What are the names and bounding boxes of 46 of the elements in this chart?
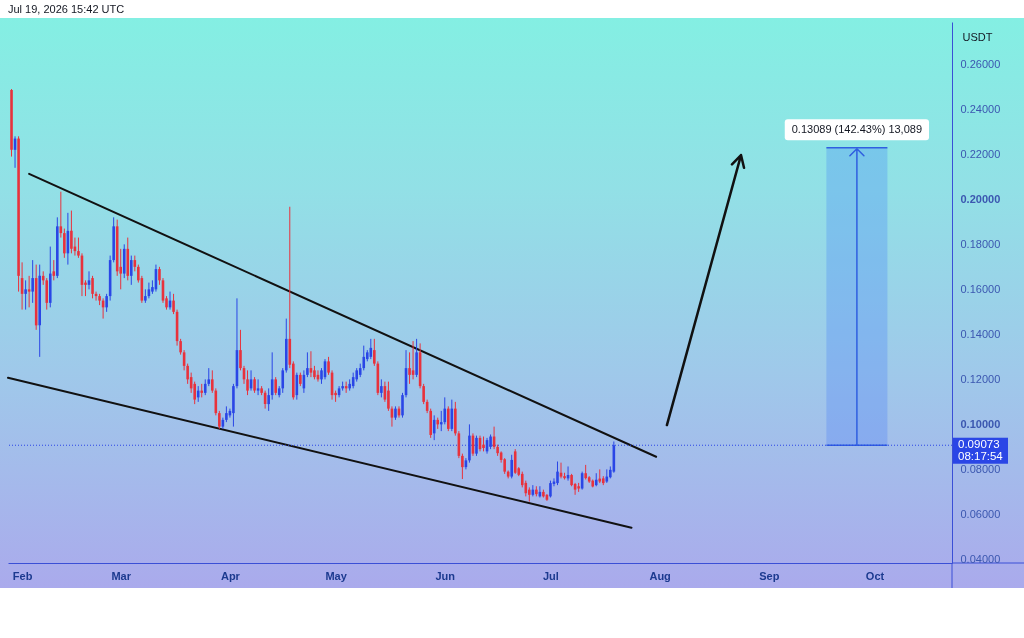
y-tick-label: 0.18000	[960, 237, 1001, 250]
candlestick	[218, 410, 221, 430]
y-tick-label: 0.26000	[960, 57, 1001, 70]
y-tick-label: 0.14000	[960, 327, 1001, 340]
y-tick-label: 0.12000	[960, 372, 1001, 385]
candlestick	[274, 376, 277, 396]
x-tick-label: Oct	[865, 569, 885, 582]
candlestick	[432, 414, 436, 441]
candlestick	[129, 255, 133, 286]
text: Jul 19, 2026 15:42 UTC	[8, 3, 125, 15]
candlestick	[70, 210, 73, 254]
y-tick-label: 0.16000	[960, 282, 1001, 295]
text: 08:17:54	[958, 450, 1004, 463]
candlestick	[27, 275, 31, 308]
candlestick	[246, 369, 249, 396]
ref-line-label: 0.09073	[958, 438, 1000, 451]
candlestick	[281, 367, 285, 394]
x-tick-label: Jul	[542, 569, 559, 582]
candlestick	[24, 279, 27, 311]
y-tick-label: 0.22000	[960, 147, 1001, 160]
x-tick-label: Aug	[649, 569, 671, 582]
x-tick-label: Feb	[12, 569, 33, 582]
candlestick	[510, 454, 513, 479]
candlestick	[267, 387, 270, 412]
y-tick-label: 0.06000	[960, 507, 1001, 520]
candlestick	[556, 461, 559, 486]
candlestick	[447, 405, 450, 432]
y-tick-label: 0.24000	[960, 102, 1001, 115]
x-tick-label: Mar	[111, 569, 132, 582]
candlestick	[415, 338, 418, 378]
x-tick-label: May	[325, 569, 348, 582]
candlestick	[513, 448, 517, 475]
x-tick-label: Apr	[220, 569, 241, 582]
y-tick-label: 0.20000	[960, 192, 1001, 205]
candlestick	[63, 228, 66, 259]
y-axis-title: USDT	[962, 30, 993, 43]
y-tick-label: 0.10000	[960, 417, 1001, 430]
x-tick-label: Jun	[435, 569, 456, 582]
x-tick-label: Sep	[759, 569, 780, 582]
annotation: 0.13089 (142.43%) 13,089	[791, 122, 923, 135]
candlestick	[52, 259, 56, 281]
y-tick-label: 0.04000	[960, 552, 1001, 565]
candlestick	[91, 275, 94, 299]
candlestick	[380, 378, 383, 398]
candlestick	[31, 259, 34, 304]
y-tick-label: 0.08000	[960, 462, 1001, 475]
